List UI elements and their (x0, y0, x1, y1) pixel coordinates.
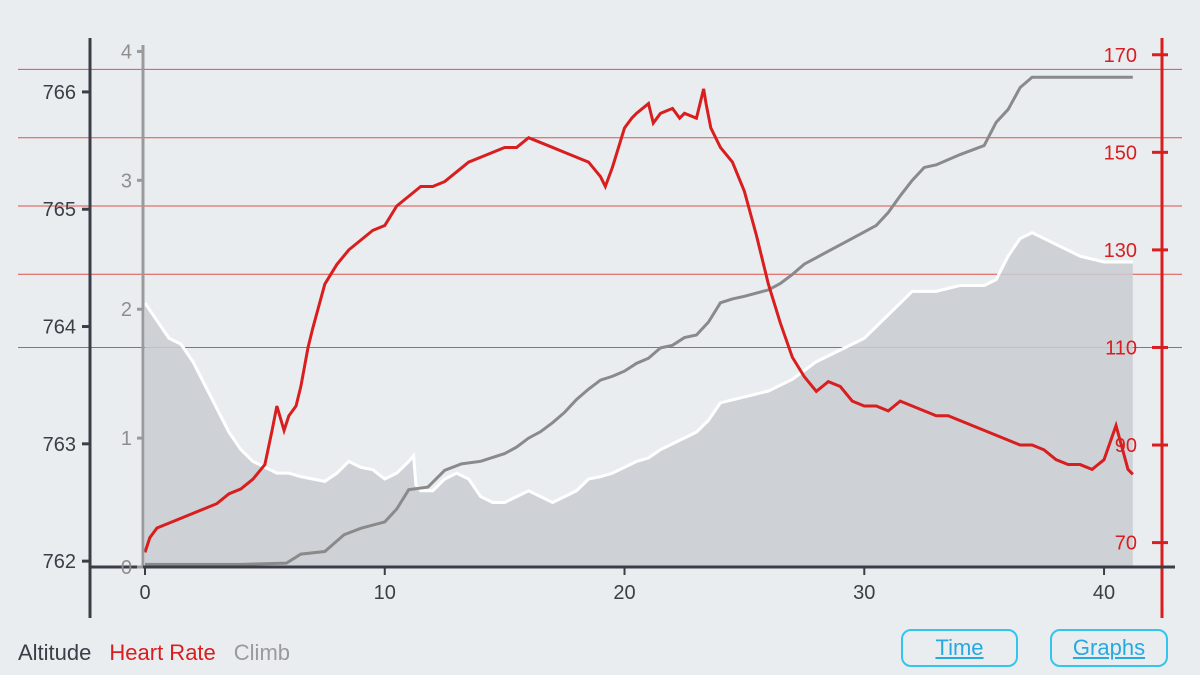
climb-tick-label: 0 (121, 557, 132, 579)
x-tick-label: 10 (374, 582, 396, 604)
heart-rate-tick-label: 90 (1115, 435, 1137, 457)
legend: Altitude Heart Rate Climb (18, 640, 290, 666)
legend-heart-rate: Heart Rate (109, 640, 216, 665)
x-tick-label: 20 (613, 582, 635, 604)
altitude-axis-ticks: 762 763 764 765 766 (43, 82, 90, 573)
altitude-tick-label: 765 (43, 199, 76, 221)
heart-rate-axis-ticks: 70 90 110 130 150 170 (1104, 45, 1168, 555)
x-tick-label: 40 (1093, 582, 1115, 604)
altitude-area (145, 232, 1133, 567)
altitude-tick-label: 764 (43, 317, 76, 339)
heart-rate-tick-label: 150 (1104, 142, 1137, 164)
x-tick-label: 30 (853, 582, 875, 604)
climb-line (145, 75, 1133, 566)
altitude-line (143, 231, 1133, 505)
altitude-tick-label: 766 (43, 82, 76, 104)
legend-altitude: Altitude (18, 640, 92, 665)
altitude-tick-label: 763 (43, 434, 76, 456)
time-button[interactable]: Time (901, 629, 1018, 667)
climb-tick-label: 4 (121, 41, 132, 63)
heart-rate-tick-label: 170 (1104, 45, 1137, 67)
x-tick-label: 0 (139, 582, 150, 604)
graphs-button[interactable]: Graphs (1050, 629, 1168, 667)
climb-tick-label: 1 (121, 428, 132, 450)
heart-rate-line (143, 88, 1134, 553)
chart-svg: 762 763 764 765 766 0 1 2 3 4 70 90 110 130 150 170 0… (18, 38, 1182, 618)
altitude-tick-label: 762 (43, 551, 76, 573)
climb-tick-label: 3 (121, 170, 132, 192)
heart-rate-tick-label: 130 (1104, 240, 1137, 262)
legend-climb: Climb (233, 640, 291, 665)
climb-axis-ticks: 0 1 2 3 4 (121, 41, 143, 579)
climb-tick-label: 2 (121, 299, 132, 321)
heart-rate-tick-label: 110 (1105, 337, 1137, 359)
heart-rate-tick-label: 70 (1115, 533, 1137, 555)
x-axis-ticks: 0 10 20 30 40 (139, 567, 1115, 604)
